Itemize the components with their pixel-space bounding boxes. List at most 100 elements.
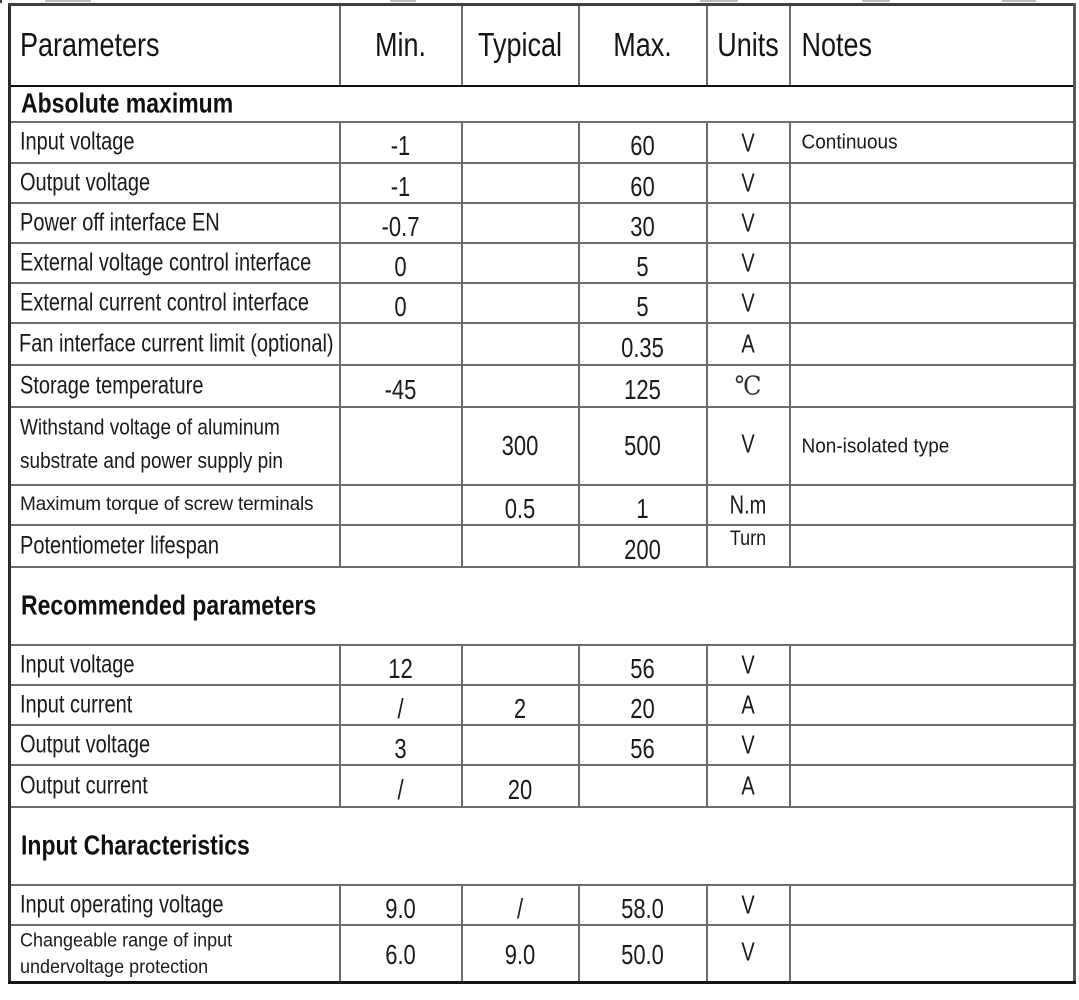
cell-min: 3: [338, 723, 463, 766]
cell-units: N.m: [705, 483, 791, 526]
table-row: Output voltage -1 60 V: [8, 161, 1076, 204]
section-header-row-absolute-maximum: Absolute maximum: [8, 84, 1076, 123]
cell-min: 0: [338, 281, 463, 324]
col-header-notes: Notes: [788, 3, 1076, 87]
cell-typical: [460, 201, 580, 244]
cell-notes: [788, 883, 1076, 926]
cell-typical: [460, 723, 580, 766]
cell-parameter: Maximum torque of screw terminals: [8, 483, 341, 526]
table-row: Input operating voltage 9.0 / 58.0 V: [8, 883, 1076, 926]
cell-typical: 20: [460, 763, 580, 808]
cell-max: 200: [577, 523, 708, 568]
cell-units: A: [705, 321, 791, 366]
cell-max: 60: [577, 120, 708, 164]
table-row: Output current / 20 A: [8, 763, 1076, 808]
cell-typical: [460, 120, 580, 164]
cell-max: 20: [577, 683, 708, 726]
cell-max: 1: [577, 483, 708, 526]
cell-notes: [788, 723, 1076, 766]
section-title-cell: Absolute maximum: [8, 84, 1076, 123]
cell-min: /: [338, 683, 463, 726]
section-header-row-recommended-parameters: Recommended parameters: [8, 565, 1076, 646]
cell-typical: [460, 363, 580, 408]
cropped-row-remnant: [0, 0, 1079, 3]
cell-max: [577, 763, 708, 808]
cell-notes: [788, 923, 1076, 984]
cell-min: -45: [338, 363, 463, 408]
table-row: Potentiometer lifespan 200 Turn: [8, 523, 1076, 568]
cell-notes: [788, 161, 1076, 204]
table-row: External voltage control interface 0 5 V: [8, 241, 1076, 284]
cell-parameter: Output voltage: [8, 723, 341, 766]
col-header-units: Units: [705, 3, 791, 87]
cell-units: V: [705, 405, 791, 486]
cell-min: [338, 405, 463, 486]
cell-parameter: Input voltage: [8, 120, 341, 164]
cell-notes: [788, 201, 1076, 244]
cell-min: -1: [338, 161, 463, 204]
cell-units: V: [705, 643, 791, 686]
cell-notes: [788, 643, 1076, 686]
cell-max: 60: [577, 161, 708, 204]
table-row: Withstand voltage of aluminum substrate …: [8, 405, 1076, 486]
cell-max: 30: [577, 201, 708, 244]
cell-min: 12: [338, 643, 463, 686]
cell-typical: 0.5: [460, 483, 580, 526]
cell-parameter: External current control interface: [8, 281, 341, 324]
section-title-cell: Recommended parameters: [8, 565, 1076, 646]
cell-min: /: [338, 763, 463, 808]
cell-typical: [460, 241, 580, 284]
spec-table: Parameters Min. Typical Max. Units Notes…: [8, 3, 1076, 984]
section-header-row-input-characteristics: Input Characteristics: [8, 805, 1076, 886]
cell-typical: [460, 161, 580, 204]
cell-min: -0.7: [338, 201, 463, 244]
cell-min: 6.0: [338, 923, 463, 984]
cell-notes: [788, 321, 1076, 366]
cell-parameter: Input voltage: [8, 643, 341, 686]
celsius-unit: ℃: [734, 373, 762, 402]
cell-units: V: [705, 241, 791, 284]
table-header-row: Parameters Min. Typical Max. Units Notes: [8, 3, 1076, 87]
cell-min: [338, 483, 463, 526]
left-border-stub: [0, 0, 2, 3]
cell-notes: [788, 763, 1076, 808]
cell-min: [338, 523, 463, 568]
table-row: Changeable range of input undervoltage p…: [8, 923, 1076, 984]
cell-typical: [460, 281, 580, 324]
cell-typical: /: [460, 883, 580, 926]
cell-units: V: [705, 883, 791, 926]
cell-notes: Continuous: [788, 120, 1076, 164]
col-header-min: Min.: [338, 3, 463, 87]
cell-units: A: [705, 683, 791, 726]
cell-units: Turn: [705, 523, 791, 568]
cell-typical: [460, 643, 580, 686]
cell-typical: 300: [460, 405, 580, 486]
cell-typical: 2: [460, 683, 580, 726]
cell-parameter: Fan interface current limit (optional): [8, 321, 341, 366]
table-row: Fan interface current limit (optional) 0…: [8, 321, 1076, 366]
cell-min: -1: [338, 120, 463, 164]
cell-max: 5: [577, 281, 708, 324]
cell-units: V: [705, 723, 791, 766]
cell-notes: [788, 241, 1076, 284]
cell-min: 0: [338, 241, 463, 284]
cell-parameter: Input operating voltage: [8, 883, 341, 926]
col-header-max: Max.: [577, 3, 708, 87]
table-row: Input voltage 12 56 V: [8, 643, 1076, 686]
cell-units: A: [705, 763, 791, 808]
table-row: Output voltage 3 56 V: [8, 723, 1076, 766]
cell-max: 56: [577, 643, 708, 686]
cell-parameter: Power off interface EN: [8, 201, 341, 244]
cell-parameter: Output voltage: [8, 161, 341, 204]
cell-notes: [788, 483, 1076, 526]
table-row: Input voltage -1 60 V Continuous: [8, 120, 1076, 164]
cell-max: 5: [577, 241, 708, 284]
col-header-typical: Typical: [460, 3, 580, 87]
cell-units: V: [705, 161, 791, 204]
cell-min: [338, 321, 463, 366]
cell-notes: [788, 281, 1076, 324]
cell-units: ℃: [705, 363, 791, 408]
cell-parameter: External voltage control interface: [8, 241, 341, 284]
table-row: Storage temperature -45 125 ℃: [8, 363, 1076, 408]
